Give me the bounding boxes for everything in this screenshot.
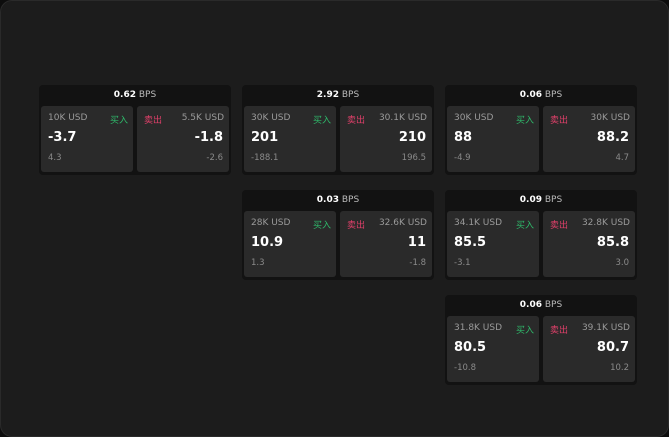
buy-change: -4.9: [454, 153, 471, 163]
sell-button[interactable]: 卖出 32.6K USD 11 -1.8: [340, 211, 432, 277]
spread-unit: BPS: [544, 300, 563, 310]
buy-size: 34.1K USD: [454, 218, 503, 228]
buy-button[interactable]: 10K USD 买入 -3.7 4.3: [41, 106, 133, 172]
sell-size: 30.1K USD: [378, 113, 427, 123]
buy-price: 80.5: [454, 340, 487, 355]
spread-unit: BPS: [341, 90, 360, 100]
spread-header: 0.03 BPS: [242, 190, 434, 211]
sell-size: 30K USD: [590, 113, 630, 123]
spread-header: 0.06 BPS: [445, 295, 637, 316]
spread-value: 0.06: [519, 90, 542, 100]
quote-card: 2.92 BPS 30K USD 买入 201 -188.1 卖出 30.1K US…: [242, 85, 434, 175]
buy-label: 买入: [312, 116, 331, 126]
buy-change: 4.3: [48, 153, 62, 163]
sell-change: 4.7: [615, 153, 629, 163]
sell-button[interactable]: 卖出 30K USD 88.2 4.7: [543, 106, 635, 172]
sell-size: 39.1K USD: [581, 323, 630, 333]
spread-value: 0.03: [316, 195, 339, 205]
sell-change: -1.8: [409, 258, 426, 268]
spread-value: 0.62: [113, 90, 136, 100]
buy-size: 10K USD: [48, 113, 88, 123]
buy-size: 30K USD: [251, 113, 291, 123]
quote-card: 0.03 BPS 28K USD 买入 10.9 1.3 卖出 32.6K USD …: [242, 190, 434, 280]
quote-card: 0.62 BPS 10K USD 买入 -3.7 4.3 卖出 5.5K USD -…: [39, 85, 231, 175]
spread-header: 0.06 BPS: [445, 85, 637, 106]
sell-change: -2.6: [206, 153, 223, 163]
buy-label: 买入: [515, 116, 534, 126]
buy-label: 买入: [109, 116, 128, 126]
buy-price: 85.5: [454, 235, 487, 250]
sell-label: 卖出: [347, 221, 366, 231]
buy-price: 10.9: [251, 235, 284, 250]
buy-button[interactable]: 30K USD 买入 201 -188.1: [244, 106, 336, 172]
sell-price: -1.8: [194, 130, 223, 145]
quote-card: 0.06 BPS 30K USD 买入 88 -4.9 卖出 30K USD 88.…: [445, 85, 637, 175]
quote-card: 0.09 BPS 34.1K USD 买入 85.5 -3.1 卖出 32.8K U…: [445, 190, 637, 280]
sell-size: 5.5K USD: [181, 113, 224, 123]
buy-price: 201: [251, 130, 279, 145]
buy-change: -188.1: [251, 153, 279, 163]
sell-price: 80.7: [596, 340, 629, 355]
spread-unit: BPS: [544, 195, 563, 205]
sell-price: 11: [407, 235, 426, 250]
sell-price: 88.2: [596, 130, 629, 145]
spread-header: 0.09 BPS: [445, 190, 637, 211]
buy-price: -3.7: [48, 130, 77, 145]
sell-label: 卖出: [144, 116, 163, 126]
buy-button[interactable]: 28K USD 买入 10.9 1.3: [244, 211, 336, 277]
spread-unit: BPS: [544, 90, 563, 100]
sell-change: 196.5: [401, 153, 426, 163]
sell-button[interactable]: 卖出 39.1K USD 80.7 10.2: [543, 316, 635, 382]
spread-header: 0.62 BPS: [39, 85, 231, 106]
spread-value: 0.09: [519, 195, 542, 205]
quote-card: 0.06 BPS 31.8K USD 买入 80.5 -10.8 卖出 39.1K …: [445, 295, 637, 385]
buy-button[interactable]: 31.8K USD 买入 80.5 -10.8: [447, 316, 539, 382]
sell-label: 卖出: [347, 116, 366, 126]
buy-label: 买入: [312, 221, 331, 231]
sell-button[interactable]: 卖出 32.8K USD 85.8 3.0: [543, 211, 635, 277]
sell-label: 卖出: [550, 326, 569, 336]
spread-value: 2.92: [316, 90, 339, 100]
sell-button[interactable]: 卖出 30.1K USD 210 196.5: [340, 106, 432, 172]
sell-price: 210: [398, 130, 426, 145]
spread-unit: BPS: [138, 90, 157, 100]
buy-size: 28K USD: [251, 218, 291, 228]
buy-button[interactable]: 30K USD 买入 88 -4.9: [447, 106, 539, 172]
sell-size: 32.8K USD: [581, 218, 630, 228]
spread-unit: BPS: [341, 195, 360, 205]
sell-size: 32.6K USD: [378, 218, 427, 228]
sell-price: 85.8: [596, 235, 629, 250]
buy-size: 30K USD: [454, 113, 494, 123]
sell-label: 卖出: [550, 116, 569, 126]
buy-size: 31.8K USD: [454, 323, 503, 333]
buy-label: 买入: [515, 221, 534, 231]
sell-change: 3.0: [615, 258, 629, 268]
buy-change: -10.8: [454, 363, 476, 373]
buy-label: 买入: [515, 326, 534, 336]
buy-change: -3.1: [454, 258, 471, 268]
buy-price: 88: [454, 130, 473, 145]
sell-label: 卖出: [550, 221, 569, 231]
buy-change: 1.3: [251, 258, 265, 268]
sell-change: 10.2: [610, 363, 629, 373]
spread-value: 0.06: [519, 300, 542, 310]
buy-button[interactable]: 34.1K USD 买入 85.5 -3.1: [447, 211, 539, 277]
sell-button[interactable]: 卖出 5.5K USD -1.8 -2.6: [137, 106, 229, 172]
spread-header: 2.92 BPS: [242, 85, 434, 106]
